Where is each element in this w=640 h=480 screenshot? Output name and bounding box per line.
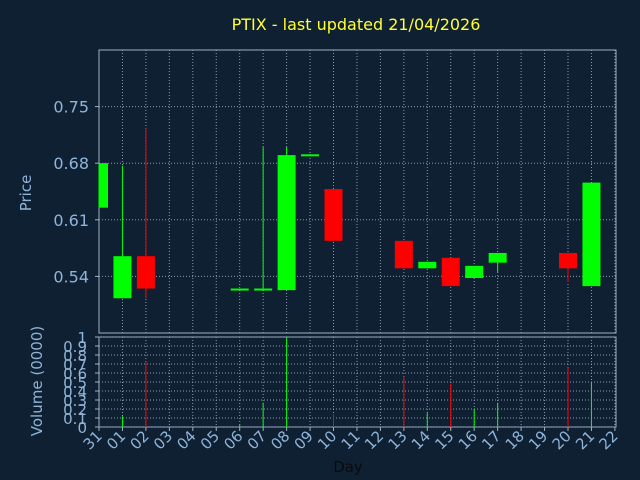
volume-panel: 00.10.20.30.40.50.60.70.80.91 <box>63 329 617 437</box>
candle-body <box>559 252 577 269</box>
volume-tick-label: 1 <box>77 329 87 347</box>
volume-tick-label: 0.4 <box>63 383 87 401</box>
candle-body <box>230 288 249 291</box>
candle-body <box>254 288 273 291</box>
candle-body <box>136 256 155 289</box>
volume-tick-label: 0 <box>77 419 87 437</box>
volume-tick-label: 0.3 <box>63 392 87 410</box>
candle-body <box>418 261 437 269</box>
candle-body <box>324 189 343 241</box>
price-tick-label: 0.54 <box>53 267 89 286</box>
candle-body <box>394 240 413 269</box>
volume-tick-label: 0.7 <box>63 356 87 374</box>
chart-title: PTIX - last updated 21/04/2026 <box>232 15 481 34</box>
volume-tick-label: 0.8 <box>63 347 87 365</box>
candle-body <box>441 257 460 287</box>
volume-tick-label: 0.9 <box>63 338 87 356</box>
candle-body <box>488 252 507 263</box>
price-tick-label: 0.61 <box>53 211 89 230</box>
candle-body <box>277 155 296 291</box>
candle-body <box>465 265 484 279</box>
candle-body <box>99 163 108 208</box>
volume-tick-label: 0.6 <box>63 365 87 383</box>
price-tick-label: 0.68 <box>53 154 89 173</box>
volume-tick-label: 0.1 <box>63 410 87 428</box>
candle-body <box>301 154 320 157</box>
price-tick-label: 0.75 <box>53 98 89 117</box>
x-axis-ticks: 3101020304050607080910111213141516171819… <box>80 427 622 453</box>
candle-body <box>582 182 601 287</box>
price-panel: 0.54 0.61 0.68 0.75 <box>53 49 617 334</box>
price-axis-label: Price <box>17 175 35 212</box>
x-axis-label: Day <box>333 458 363 476</box>
volume-axis-label: Volume (0000) <box>28 326 46 436</box>
candle-body <box>113 256 132 299</box>
volume-tick-label: 0.2 <box>63 401 87 419</box>
volume-tick-label: 0.5 <box>63 374 87 392</box>
